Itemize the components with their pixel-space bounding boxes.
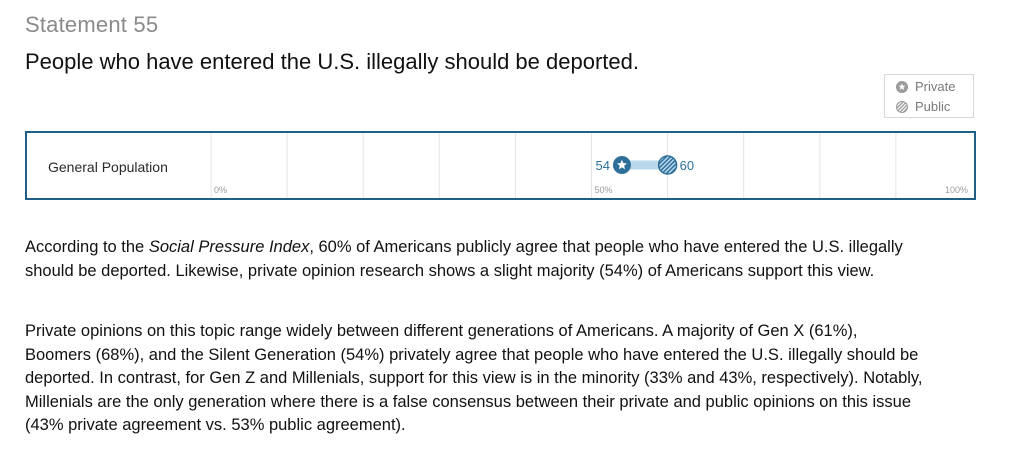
chart-legend: Private Public [884, 74, 974, 118]
x-tick-label: 50% [595, 185, 613, 195]
body-paragraph-2: Private opinions on this topic range wid… [25, 322, 923, 434]
private-star-icon [896, 80, 908, 93]
legend-label-public: Public [915, 99, 951, 114]
public-value-label: 60 [680, 158, 694, 173]
public-hatched-icon [896, 100, 908, 113]
statement-label: Statement 55 [25, 12, 159, 37]
legend-item-private: Private [896, 79, 955, 94]
dot-range-chart: 0% 50% 100% 54 60 [210, 133, 968, 198]
body-paragraph-1: According to the Social Pressure Index, … [25, 236, 925, 283]
private-value-label: 54 [595, 158, 609, 173]
chart-frame: 0% 50% 100% 54 60 General Population [25, 131, 976, 200]
public-marker [657, 155, 678, 175]
x-tick-label: 100% [945, 185, 968, 195]
legend-label-private: Private [915, 79, 956, 94]
x-tick-label: 0% [214, 185, 227, 195]
row-label: General Population [48, 159, 168, 175]
private-star-icon [616, 159, 627, 170]
p1-index-name: Social Pressure Index [148, 238, 310, 256]
legend-item-public: Public [896, 99, 950, 114]
p1-rest: , 60% of Americans publicly agree that p… [25, 238, 903, 280]
p1-lead: According to the [25, 238, 149, 256]
page-title: People who have entered the U.S. illegal… [25, 49, 639, 74]
